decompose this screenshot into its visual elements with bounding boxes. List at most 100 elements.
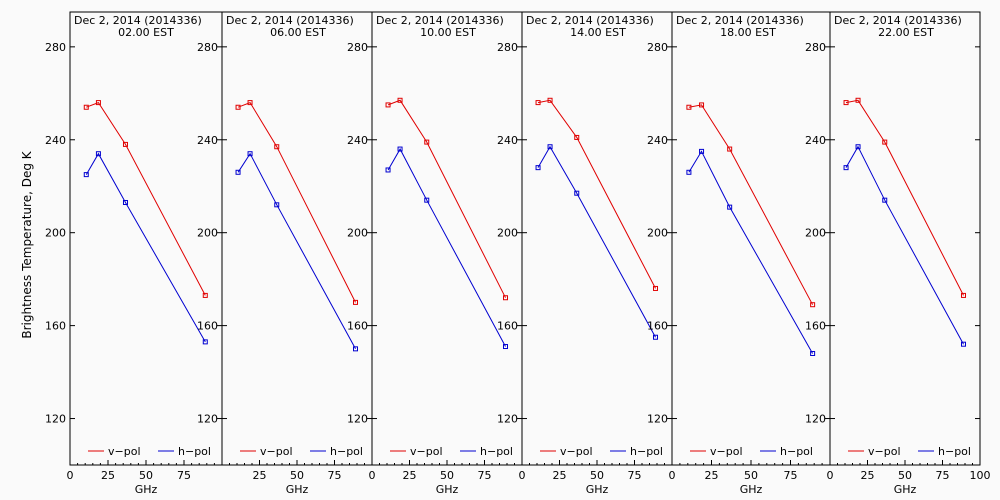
x-tick-label: 75 xyxy=(936,469,950,482)
legend-label-h-pol: h−pol xyxy=(780,445,813,458)
data-point-h-pol xyxy=(961,341,966,347)
x-tick-label: 25 xyxy=(861,469,875,482)
x-tick-label: 0 xyxy=(67,469,74,482)
data-point-v-pol xyxy=(235,104,241,110)
data-point-h-pol xyxy=(95,151,101,157)
panel-title: Dec 2, 2014 (2014336) xyxy=(226,14,354,27)
data-point-v-pol xyxy=(727,146,733,152)
x-tick-label: 75 xyxy=(328,469,342,482)
y-tick-label: 280 xyxy=(197,41,218,54)
data-point-h-pol xyxy=(535,165,541,171)
panel-subtitle: 02.00 EST xyxy=(118,26,174,39)
data-point-h-pol xyxy=(882,197,888,203)
x-tick-label: 75 xyxy=(628,469,642,482)
data-point-v-pol xyxy=(202,292,208,298)
panel-6: 120 160 200 240 280 0 25 50 75 100 GHz Dec 2, 2014 … xyxy=(805,11,991,496)
x-tick-label: 100 xyxy=(970,469,991,482)
data-point-v-pol xyxy=(547,97,553,103)
y-tick-label: 240 xyxy=(45,134,66,147)
legend-label-v-pol: v−pol xyxy=(560,445,593,458)
series-line-v-pol xyxy=(237,101,356,303)
series-line-v-pol xyxy=(688,104,814,305)
y-tick-label: 120 xyxy=(45,413,66,426)
y-tick-label: 200 xyxy=(197,227,218,240)
x-axis-label: GHz xyxy=(286,483,309,496)
data-point-h-pol xyxy=(83,172,89,178)
data-point-h-pol xyxy=(122,199,128,205)
y-tick-label: 200 xyxy=(45,227,66,240)
series-line-v-pol xyxy=(387,99,506,298)
x-tick-label: 0 xyxy=(519,469,526,482)
panel-subtitle: 18.00 EST xyxy=(720,26,776,39)
x-tick-label: 50 xyxy=(440,469,454,482)
x-tick-label: 25 xyxy=(553,469,567,482)
legend-label-v-pol: v−pol xyxy=(108,445,141,458)
y-tick-label: 200 xyxy=(347,227,368,240)
data-point-h-pol xyxy=(547,144,553,150)
data-point-h-pol xyxy=(574,190,580,196)
legend-label-h-pol: h−pol xyxy=(480,445,513,458)
y-tick-label: 240 xyxy=(197,134,218,147)
y-tick-label: 280 xyxy=(45,41,66,54)
panel-title: Dec 2, 2014 (2014336) xyxy=(526,14,654,27)
y-tick-label: 160 xyxy=(347,320,368,333)
panel-title: Dec 2, 2014 (2014336) xyxy=(834,14,962,27)
y-tick-label: 280 xyxy=(497,41,518,54)
panel-2: 120 160 200 240 280 25 50 75 GHz Dec 2, 2014 (201… xyxy=(197,11,373,496)
x-tick-label: 75 xyxy=(784,469,798,482)
y-tick-label: 280 xyxy=(805,41,826,54)
x-tick-label: 0 xyxy=(369,469,376,482)
panel-title: Dec 2, 2014 (2014336) xyxy=(676,14,804,27)
legend-label-h-pol: h−pol xyxy=(178,445,211,458)
panel-subtitle: 14.00 EST xyxy=(570,26,626,39)
data-point-v-pol xyxy=(574,134,580,140)
data-point-h-pol xyxy=(727,204,733,210)
data-point-h-pol xyxy=(353,346,358,352)
y-tick-label: 160 xyxy=(197,320,218,333)
data-point-h-pol xyxy=(385,167,391,173)
data-point-h-pol xyxy=(855,144,861,150)
y-tick-label: 120 xyxy=(347,413,368,426)
data-point-v-pol xyxy=(83,104,89,110)
x-tick-label: 25 xyxy=(253,469,267,482)
series-line-h-pol xyxy=(387,148,506,347)
y-tick-label: 200 xyxy=(497,227,518,240)
panel-4: 120 160 200 240 280 0 25 50 75 GHz Dec 2, 2014 (20… xyxy=(497,11,673,496)
data-point-v-pol xyxy=(353,299,358,305)
x-tick-label: 25 xyxy=(403,469,417,482)
legend-label-v-pol: v−pol xyxy=(410,445,443,458)
y-tick-label: 120 xyxy=(647,413,668,426)
y-axis-label: Brightness Temperature, Deg K xyxy=(20,150,34,338)
panels: 120 160 200 240 280 0 25 50 75 GHz Dec 2, 2014 (20… xyxy=(45,11,991,496)
legend-label-v-pol: v−pol xyxy=(710,445,743,458)
series-line-h-pol xyxy=(845,145,964,345)
x-tick-label: 50 xyxy=(898,469,912,482)
panel-3: 120 160 200 240 280 0 25 50 75 GHz Dec 2, 2014 (20… xyxy=(347,11,523,496)
y-tick-label: 240 xyxy=(497,134,518,147)
x-tick-label: 50 xyxy=(744,469,758,482)
data-point-v-pol xyxy=(503,295,508,301)
x-tick-label: 50 xyxy=(139,469,153,482)
data-point-v-pol xyxy=(686,104,692,110)
series-line-h-pol xyxy=(537,145,656,338)
y-tick-label: 200 xyxy=(805,227,826,240)
panel-subtitle: 10.00 EST xyxy=(420,26,476,39)
x-tick-label: 50 xyxy=(290,469,304,482)
y-tick-label: 160 xyxy=(805,320,826,333)
x-axis-label: GHz xyxy=(436,483,459,496)
data-point-v-pol xyxy=(122,141,128,147)
data-point-v-pol xyxy=(810,302,816,308)
data-point-v-pol xyxy=(882,139,888,145)
series-line-v-pol xyxy=(86,101,206,296)
data-point-v-pol xyxy=(95,100,101,106)
data-point-h-pol xyxy=(503,344,508,350)
data-point-h-pol xyxy=(843,165,849,171)
y-tick-label: 120 xyxy=(197,413,218,426)
y-tick-label: 280 xyxy=(647,41,668,54)
data-point-v-pol xyxy=(247,100,253,106)
data-point-v-pol xyxy=(535,100,541,106)
x-tick-label: 0 xyxy=(669,469,676,482)
series-line-h-pol xyxy=(85,152,206,343)
x-tick-label: 0 xyxy=(827,469,834,482)
y-tick-label: 240 xyxy=(805,134,826,147)
